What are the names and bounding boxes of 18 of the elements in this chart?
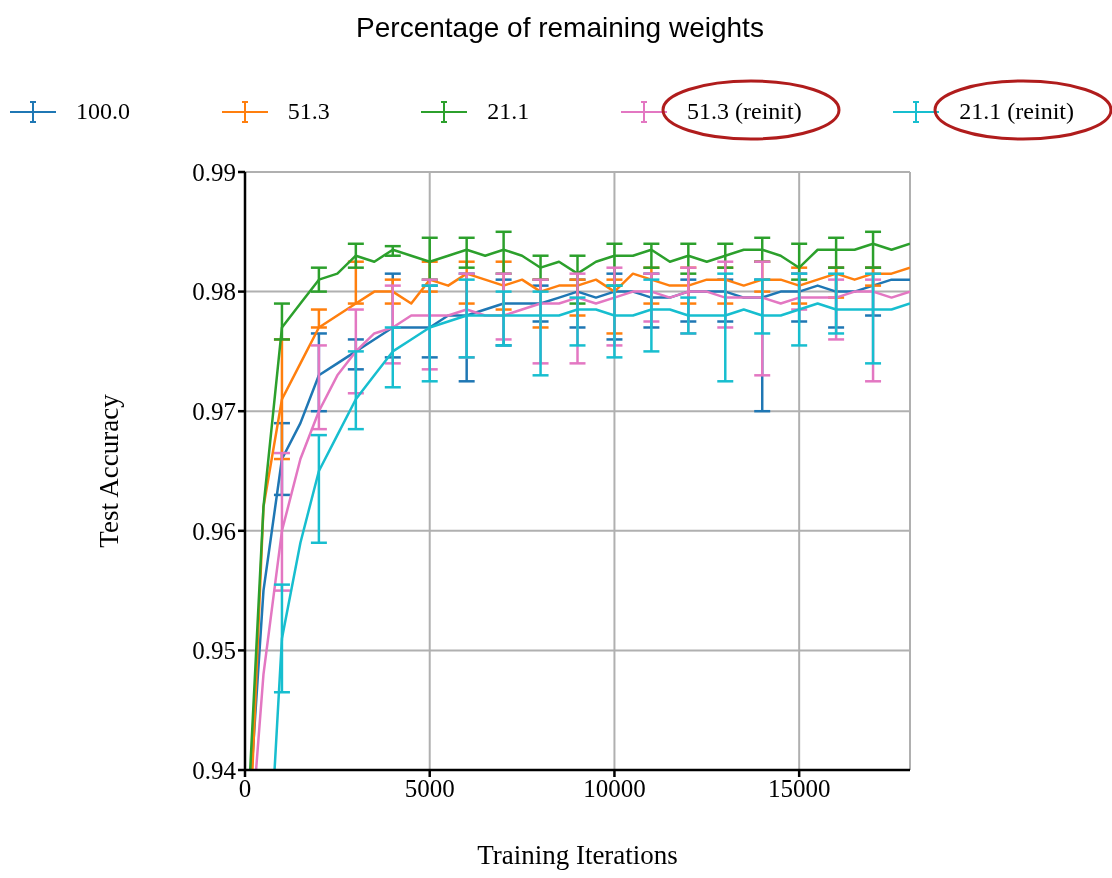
x-axis-title: Training Iterations [477, 840, 678, 870]
y-tick-label: 0.96 [192, 517, 236, 545]
y-tick-label: 0.99 [192, 158, 236, 186]
legend-title: Percentage of remaining weights [355, 12, 765, 44]
legend-label: 51.3 [286, 97, 331, 126]
x-tick-label: 10000 [583, 774, 646, 802]
y-tick-label: 0.98 [192, 278, 236, 306]
y-axis-title: Test Accuracy [93, 393, 124, 548]
legend-label: 21.1 [486, 97, 531, 126]
x-tick-label: 15000 [767, 774, 831, 802]
legend-label: 21.1 (reinit) [958, 97, 1075, 126]
y-tick-label: 0.95 [192, 637, 236, 665]
y-tick-label: 0.97 [192, 398, 236, 426]
x-tick-label: 0 [238, 774, 252, 802]
y-tick-label: 0.94 [192, 756, 237, 784]
legend-label: 51.3 (reinit) [686, 97, 803, 126]
legend-label: 100.0 [75, 97, 131, 126]
x-tick-label: 5000 [404, 774, 455, 802]
